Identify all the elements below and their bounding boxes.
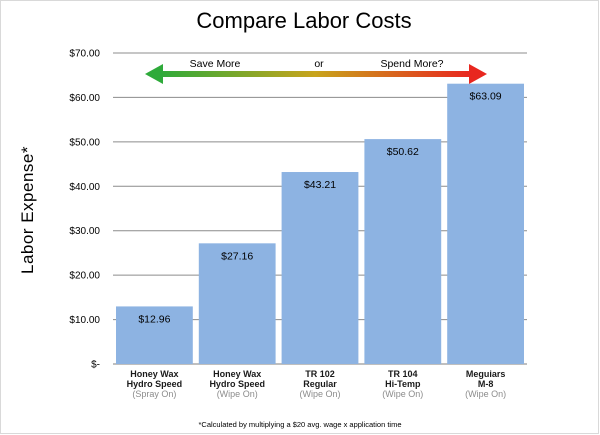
footnote: *Calculated by multiplying a $20 avg. wa… bbox=[198, 420, 401, 429]
y-tick-label: $60.00 bbox=[69, 93, 100, 104]
arrow-right-head bbox=[469, 64, 487, 84]
y-tick-label: $20.00 bbox=[69, 271, 100, 282]
y-tick-label: $40.00 bbox=[69, 182, 100, 193]
x-tick-label: Meguiars bbox=[466, 369, 506, 379]
x-tick-label: TR 104 bbox=[388, 369, 418, 379]
data-label: $27.16 bbox=[221, 250, 253, 262]
annotation-spend-more: Spend More? bbox=[380, 58, 443, 70]
x-tick-method: (Wipe On) bbox=[465, 389, 506, 399]
bar bbox=[447, 83, 524, 365]
bar bbox=[198, 243, 276, 364]
data-label: $43.21 bbox=[304, 179, 336, 191]
annotation-save-more: Save More bbox=[190, 58, 241, 70]
chart-title: Compare Labor Costs bbox=[196, 8, 411, 33]
x-tick-method: (Wipe On) bbox=[217, 389, 258, 399]
y-tick-label: $- bbox=[91, 360, 100, 371]
x-tick-label: Hi-Temp bbox=[385, 379, 421, 389]
arrow-shaft bbox=[160, 71, 470, 77]
y-tick-label: $70.00 bbox=[69, 49, 100, 60]
data-labels: $12.96 $27.16 $43.21 $50.62 $63.09 bbox=[138, 91, 501, 326]
data-label: $12.96 bbox=[138, 313, 170, 325]
x-tick-label: M-8 bbox=[478, 379, 494, 389]
save-spend-arrow: Save More or Spend More? bbox=[145, 58, 487, 84]
x-tick-label: TR 102 bbox=[305, 369, 335, 379]
x-tick-label: Honey Wax bbox=[130, 369, 178, 379]
data-label: $50.62 bbox=[387, 146, 419, 158]
x-tick-label: Honey Wax bbox=[213, 369, 261, 379]
bar bbox=[364, 139, 442, 364]
x-tick-label: Regular bbox=[303, 379, 337, 389]
y-tick-label: $50.00 bbox=[69, 137, 100, 148]
x-tick-method: (Wipe On) bbox=[299, 389, 340, 399]
y-axis-label: Labor Expense* bbox=[18, 146, 37, 274]
x-tick-method: (Wipe On) bbox=[382, 389, 423, 399]
y-tick-label: $10.00 bbox=[69, 315, 100, 326]
arrow-left-head bbox=[145, 64, 163, 84]
bar bbox=[281, 172, 359, 364]
data-label: $63.09 bbox=[470, 91, 502, 103]
y-tick-label: $30.00 bbox=[69, 226, 100, 237]
y-axis-ticks: $- $10.00 $20.00 $30.00 $40.00 $50.00 $60.00 $7… bbox=[69, 49, 100, 371]
x-tick-label: Hydro Speed bbox=[209, 379, 265, 389]
x-tick-method: (Spray On) bbox=[132, 389, 176, 399]
bars bbox=[116, 83, 524, 365]
x-tick-label: Hydro Speed bbox=[127, 379, 183, 389]
bar bbox=[116, 306, 193, 364]
annotation-or: or bbox=[314, 58, 324, 70]
